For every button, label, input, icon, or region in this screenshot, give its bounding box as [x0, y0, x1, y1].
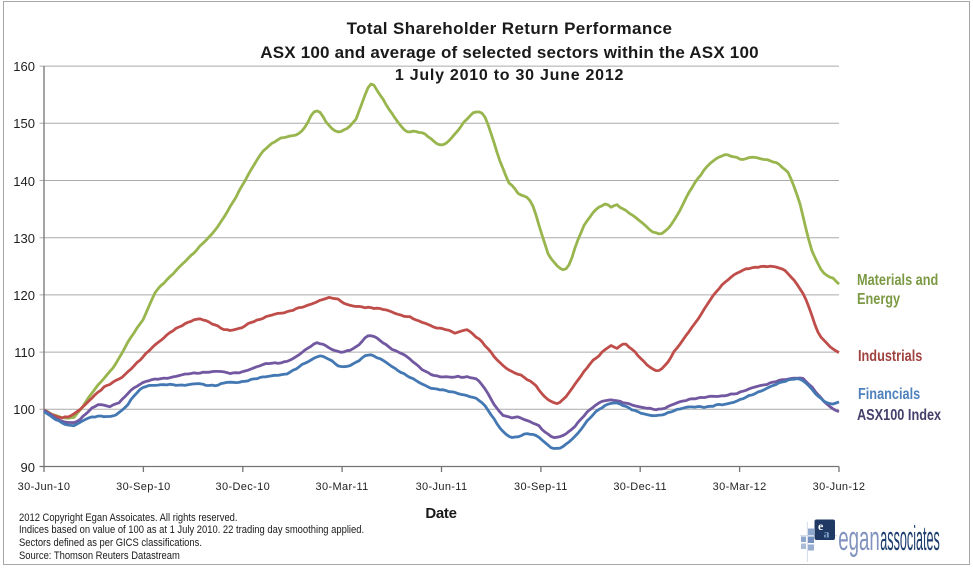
- svg-text:a: a: [824, 527, 830, 541]
- svg-text:associates: associates: [880, 520, 940, 558]
- svg-text:egan: egan: [838, 520, 880, 558]
- svg-text:e: e: [818, 519, 824, 533]
